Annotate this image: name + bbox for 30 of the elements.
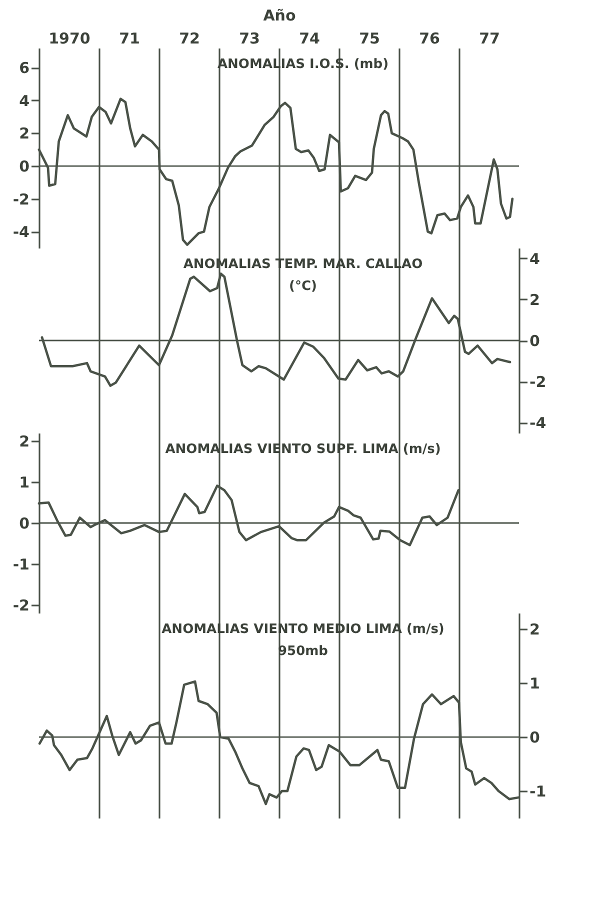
annotation: (°C) bbox=[289, 279, 317, 294]
y-tick-label: -4 bbox=[12, 223, 30, 242]
x-axis-title: Año bbox=[263, 6, 296, 24]
y2-tick-label: 0 bbox=[530, 728, 540, 747]
y2-tick-label: 2 bbox=[530, 290, 540, 309]
x-tick-label: 73 bbox=[239, 30, 260, 48]
x-tick-label: 75 bbox=[359, 30, 380, 48]
y-tick-label: 1 bbox=[19, 474, 30, 492]
y2-tick-label: -2 bbox=[530, 373, 546, 392]
y2-tick-label: -1 bbox=[530, 782, 546, 801]
x-tick-label: 1970 bbox=[48, 30, 90, 48]
y-tick-label: -1 bbox=[12, 555, 30, 574]
x-tick-label: 71 bbox=[119, 30, 140, 48]
y-tick-label: 2 bbox=[19, 432, 30, 451]
y-tick-label: 0 bbox=[19, 158, 30, 176]
y2-tick-label: 0 bbox=[530, 332, 540, 350]
y-tick-label: -2 bbox=[12, 596, 30, 614]
y-tick-label: -2 bbox=[12, 190, 30, 208]
x-tick-label: 77 bbox=[479, 30, 500, 48]
y-tick-label: 0 bbox=[19, 514, 30, 532]
x-tick-label: 76 bbox=[419, 30, 440, 48]
x-tick-label: 74 bbox=[299, 30, 320, 48]
x-tick-label: 72 bbox=[179, 30, 200, 48]
y2-tick-label: 1 bbox=[530, 674, 540, 693]
y2-tick-label: 2 bbox=[530, 620, 540, 639]
y-tick-label: 2 bbox=[19, 124, 30, 143]
y-tick-label: 4 bbox=[19, 92, 30, 110]
y2-tick-label: 4 bbox=[530, 250, 540, 268]
y2-tick-label: -4 bbox=[530, 414, 546, 432]
y-tick-label: 6 bbox=[19, 59, 30, 78]
